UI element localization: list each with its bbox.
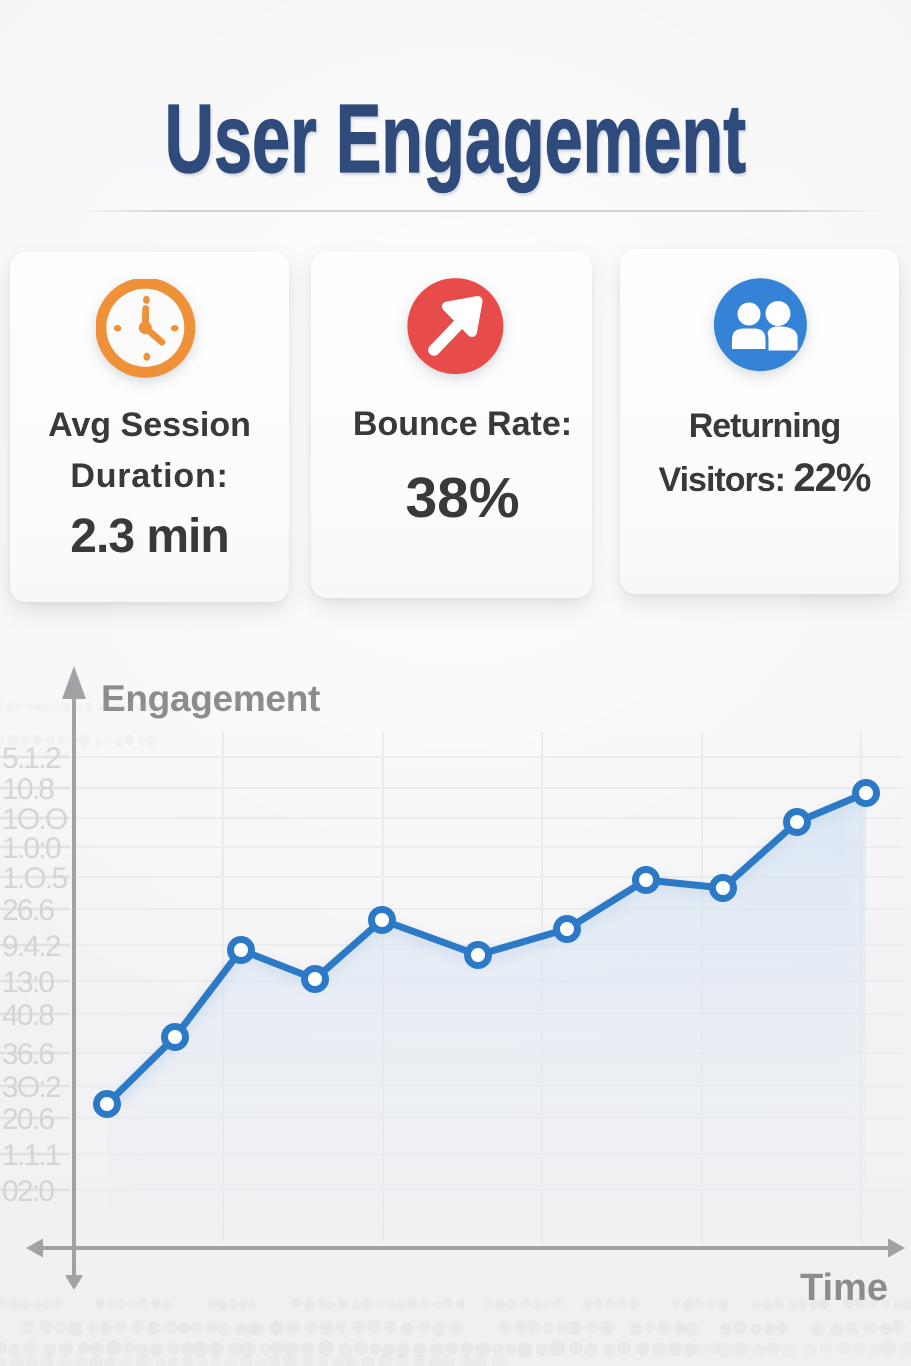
- svg-text:1.1.1: 1.1.1: [2, 1139, 61, 1172]
- svg-text:26.6: 26.6: [2, 894, 54, 927]
- svg-text:20.6: 20.6: [2, 1103, 54, 1136]
- svg-text:5.1.2: 5.1.2: [2, 742, 61, 775]
- svg-text:Engagement: Engagement: [101, 678, 320, 719]
- svg-text:Time: Time: [800, 1267, 888, 1309]
- svg-text:13:0: 13:0: [2, 966, 54, 999]
- svg-text:36.6: 36.6: [2, 1038, 54, 1071]
- svg-text:02:0: 02:0: [2, 1175, 54, 1208]
- svg-text:9.4.2: 9.4.2: [2, 930, 61, 963]
- svg-text:1.0:0: 1.0:0: [2, 832, 61, 865]
- svg-text:10.8: 10.8: [2, 773, 54, 806]
- svg-text:1O.O: 1O.O: [2, 803, 67, 836]
- svg-text:3O:2: 3O:2: [2, 1071, 61, 1104]
- svg-text:1.O.5: 1.O.5: [2, 862, 67, 895]
- svg-text:40.8: 40.8: [2, 999, 54, 1032]
